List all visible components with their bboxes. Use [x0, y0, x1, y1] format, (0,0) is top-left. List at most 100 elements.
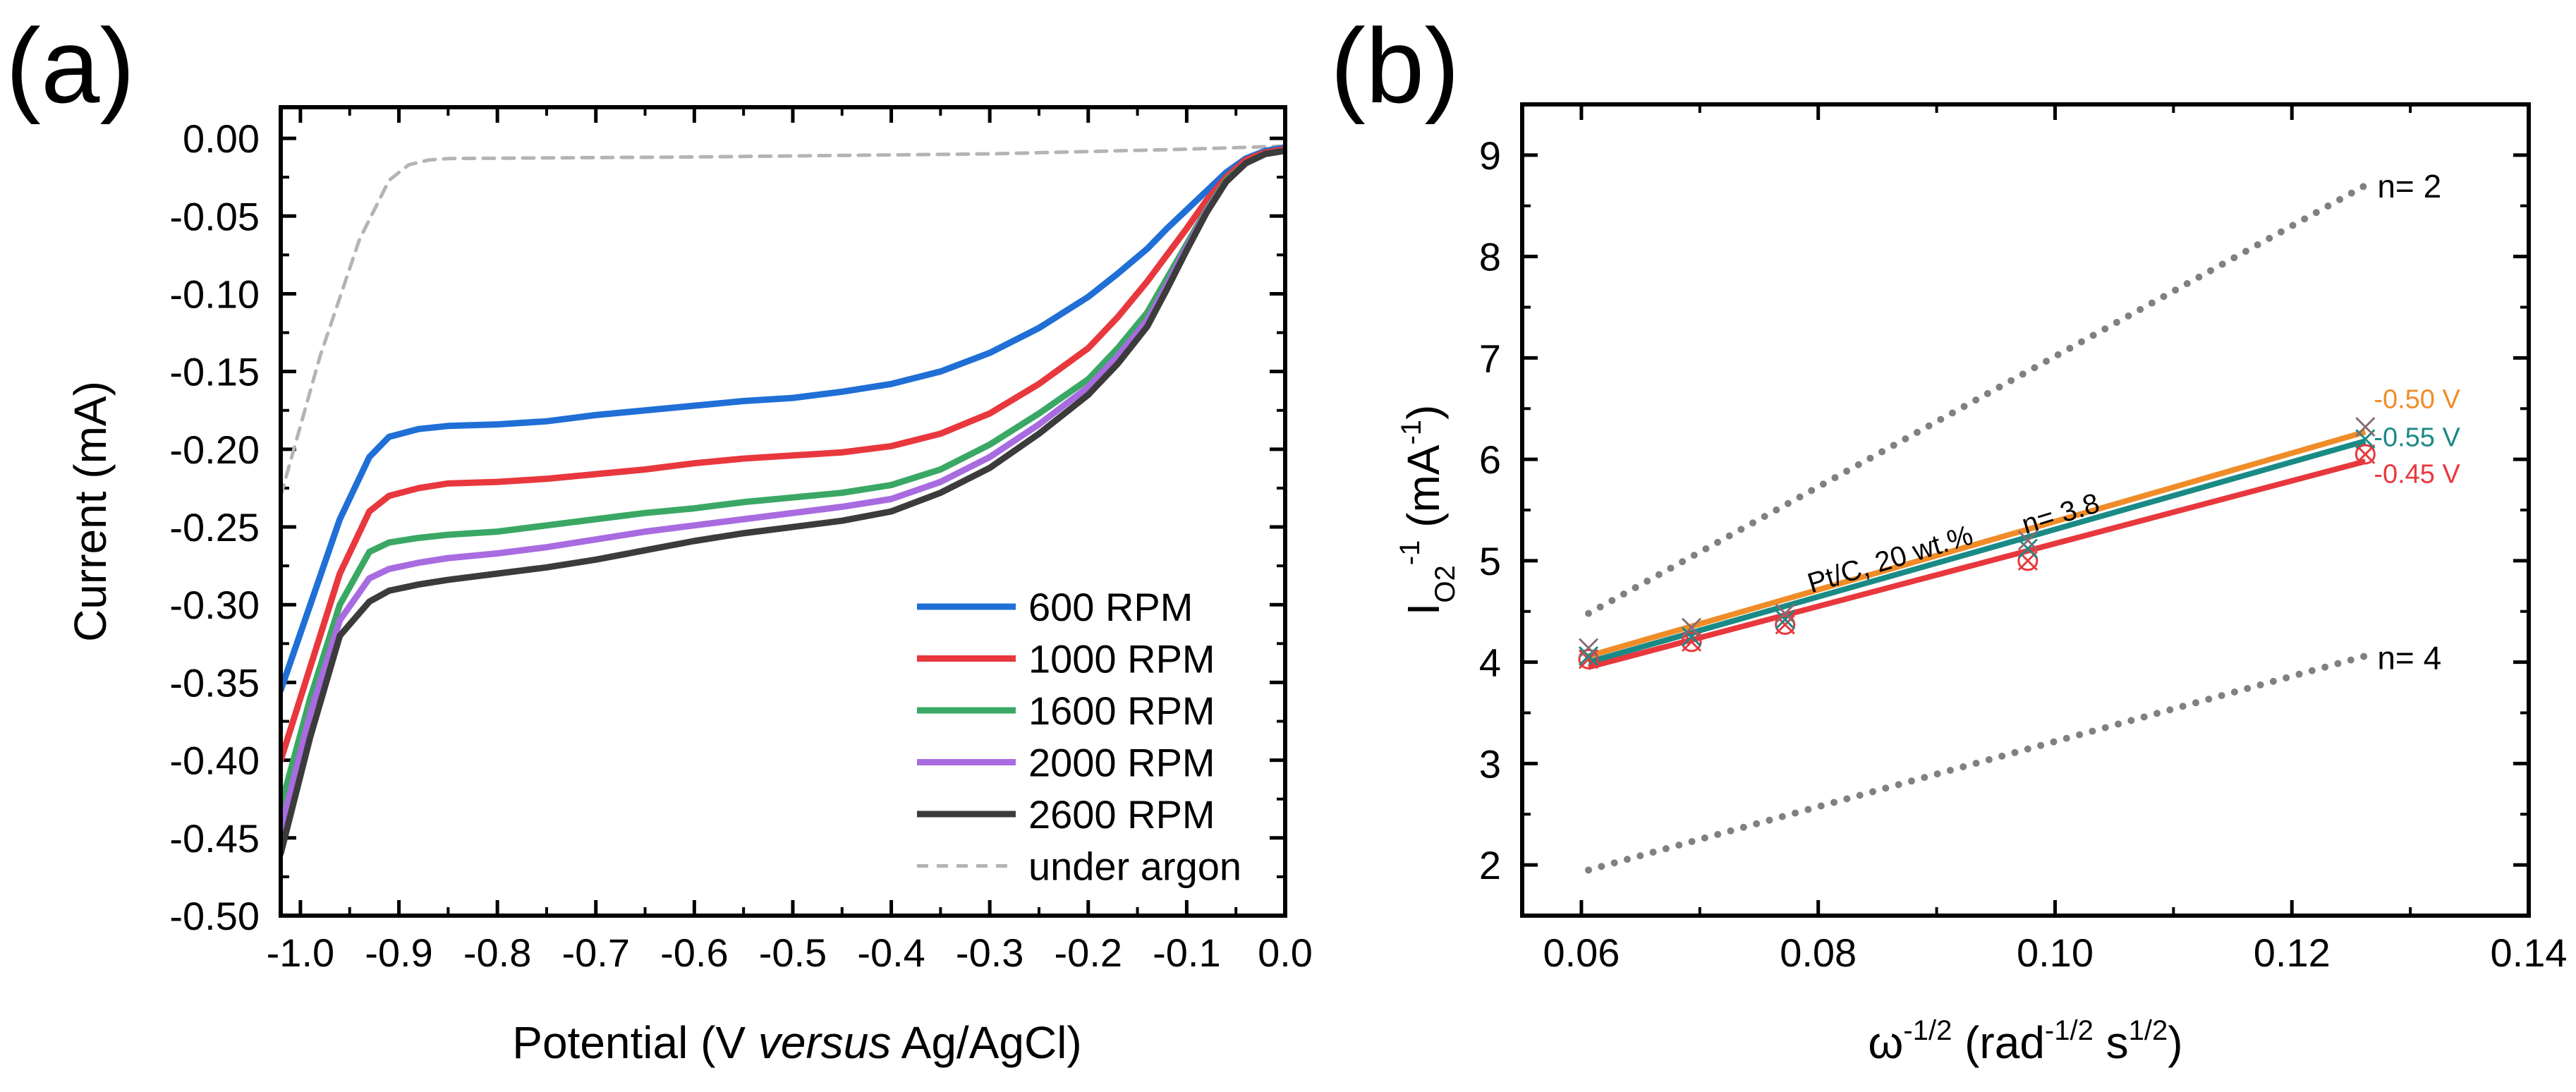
x-label-rad-sup: -1/2	[2045, 1015, 2094, 1046]
series-line-600-rpm	[281, 144, 1285, 693]
x-tick-label-a: -0.8	[463, 930, 532, 975]
x-tick-label-a: -0.3	[956, 930, 1024, 975]
fit-line-045V	[1587, 459, 2367, 670]
x-label-s: s	[2094, 1017, 2129, 1068]
series-label: -0.50 V	[2374, 384, 2460, 414]
y-tick-label-a: -0.50	[169, 894, 260, 938]
reference-line-label: n= 4	[2377, 640, 2441, 677]
y-tick-label-a: -0.05	[169, 194, 260, 238]
x-label-omega: ω	[1868, 1017, 1903, 1068]
data-point-cross-b	[2017, 530, 2038, 551]
data-point-circle	[2017, 550, 2039, 571]
data-point	[1682, 617, 1702, 638]
data-point-circle	[1775, 614, 1796, 635]
y-tick-label-b: 8	[1479, 235, 1501, 279]
data-point	[1578, 638, 1599, 658]
chart-b: 0.06 0.08 0.10 0.12 0.14 2 3 4 5 6 7 8 9 n= 2 n= 4 -0.5…	[1395, 102, 2568, 1068]
legend-label: 600 RPM	[1028, 585, 1193, 629]
x-tick-label-b: 0.10	[2017, 930, 2094, 975]
data-point	[1775, 603, 1795, 624]
x-tick-label-a: -0.1	[1153, 930, 1221, 975]
data-point-cross-b	[1775, 603, 1795, 624]
x-axis-label-pre: Potential (V	[512, 1017, 758, 1068]
data-point	[2355, 444, 2376, 465]
reference-line-n2	[1585, 180, 2373, 617]
y-tick-label-a: -0.25	[169, 505, 260, 550]
y-tick-label-b: 4	[1479, 641, 1501, 685]
data-point-cross-b	[1578, 638, 1599, 658]
data-point-cross-b	[1682, 617, 1702, 638]
y-tick-label-b: 5	[1479, 539, 1501, 583]
y-label-unit-sup: -1	[1396, 420, 1427, 445]
y-tick-label-b: 3	[1479, 741, 1501, 786]
x-label-s-sup: 1/2	[2129, 1015, 2168, 1046]
y-tick-label-b: 7	[1479, 336, 1501, 380]
x-tick-label-b: 0.14	[2491, 930, 2568, 975]
panel-label-b: (b)	[1330, 6, 1460, 125]
y-axis-label-b: IO2-1 (mA-1)	[1395, 405, 1461, 616]
series-group-a	[281, 144, 1285, 857]
y-tick-label-b: 9	[1479, 133, 1501, 178]
series-line-under-argon	[281, 144, 1285, 498]
x-tick-label-a: -0.6	[660, 930, 729, 975]
y-tick-label-a: -0.35	[169, 660, 260, 705]
x-axis-label-italic: versus	[758, 1017, 892, 1068]
y-tick-label-b: 6	[1479, 437, 1501, 482]
x-tick-label-a: -0.5	[759, 930, 827, 975]
y-tick-label-a: -0.45	[169, 816, 260, 861]
reference-line-label: n= 2	[2377, 168, 2441, 205]
y-axis-label-a: Current (mA)	[65, 381, 116, 642]
x-tick-label-a: 0.0	[1258, 930, 1313, 975]
data-point	[2355, 417, 2376, 437]
y-tick-label-b: 2	[1479, 843, 1501, 887]
data-point-circle	[1578, 648, 1599, 669]
data-point	[2017, 538, 2038, 559]
x-axis-label-b: ω-1/2 (rad-1/2 s1/2)	[1868, 1015, 2182, 1068]
x-label-omega-sup: -1/2	[1903, 1015, 1952, 1046]
reference-line-n4	[1585, 651, 2373, 874]
plot-frame-b	[1520, 102, 2531, 918]
x-tick-label-a: -0.2	[1055, 930, 1123, 975]
y-tick-label-a: -0.10	[169, 272, 260, 316]
y-label-sub: O2	[1430, 565, 1461, 602]
data-point	[1681, 631, 1702, 653]
x-label-rad: (rad	[1952, 1017, 2045, 1068]
x-tick-label-b: 0.06	[1543, 930, 1620, 975]
data-point	[1682, 626, 1702, 647]
x-tick-label-a: -0.9	[365, 930, 433, 975]
data-point-cross-b	[2017, 538, 2038, 559]
series-label: -0.55 V	[2374, 423, 2460, 452]
fit-line-050V	[1587, 429, 2367, 659]
data-point	[1775, 609, 1795, 630]
series-line-1000-rpm	[281, 146, 1285, 764]
data-point-cross-b	[2355, 417, 2376, 437]
data-point-cross-b	[1682, 626, 1702, 647]
y-tick-label-a: -0.30	[169, 583, 260, 627]
series-line-2600-rpm	[281, 147, 1285, 857]
x-axis-label-post: Ag/AgCl)	[891, 1017, 1081, 1068]
plot-frame-a	[279, 105, 1287, 918]
data-point	[2017, 530, 2038, 551]
series-label: -0.45 V	[2374, 459, 2460, 489]
data-point-cross-b	[1578, 645, 1599, 667]
legend-label: 1600 RPM	[1028, 688, 1215, 733]
data-point	[1578, 645, 1599, 667]
legend-label: under argon	[1028, 844, 1241, 889]
y-tick-label-a: 0.00	[183, 116, 260, 161]
data-point-cross-b	[1682, 631, 1702, 652]
y-label-close: )	[1398, 405, 1449, 420]
y-label-i: I	[1398, 603, 1449, 616]
y-tick-label-a: -0.20	[169, 427, 260, 472]
data-point-circle	[1681, 631, 1702, 653]
x-tick-label-b: 0.08	[1780, 930, 1857, 975]
x-tick-label-a: -1.0	[267, 930, 335, 975]
x-tick-label-a: -0.4	[857, 930, 925, 975]
legend-label: 2600 RPM	[1028, 792, 1215, 837]
panel-label-a: (a)	[6, 6, 135, 125]
fit-line-055V	[1587, 438, 2367, 665]
legend-label: 1000 RPM	[1028, 637, 1215, 681]
data-point-circle	[2355, 444, 2376, 465]
x-tick-label-a: -0.7	[561, 930, 630, 975]
data-point-cross-b	[2355, 444, 2376, 464]
